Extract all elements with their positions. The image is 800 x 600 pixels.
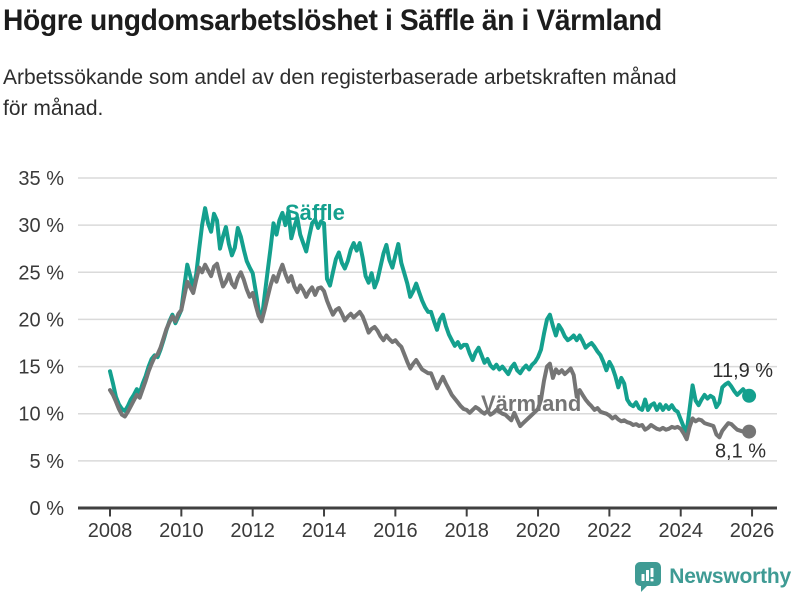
x-tick-label: 2022 — [587, 520, 632, 542]
y-tick-label: 30 % — [18, 215, 64, 237]
subtitle: Arbetssökande som andel av den registerb… — [3, 62, 800, 124]
varmland-line — [108, 261, 752, 442]
x-tick-label: 2008 — [88, 520, 133, 542]
subtitle-line-2: för månad. — [3, 97, 104, 120]
x-tick-label: 2024 — [658, 520, 703, 542]
page-title: Högre ungdomsarbetslöshet i Säffle än i … — [3, 4, 662, 37]
y-tick-label: 15 % — [18, 357, 64, 379]
x-tick-label: 2016 — [373, 520, 418, 542]
x-tick-label: 2010 — [159, 520, 204, 542]
subtitle-line-1: Arbetssökande som andel av den registerb… — [3, 66, 677, 89]
y-tick-label: 10 % — [18, 404, 64, 426]
saffle-end-value-label: 11,9 % — [712, 360, 773, 382]
y-tick-label: 20 % — [18, 309, 64, 331]
saffle-series-label: Säffle — [285, 200, 345, 225]
y-tick-label: 25 % — [18, 262, 64, 284]
chart-svg: 0 % 5 % 10 % 15 % 20 % 25 % 30 % 35 % 2008 2010 20… — [18, 168, 777, 542]
x-tick-label: 2026 — [730, 520, 775, 542]
x-tick-label: 2012 — [230, 520, 275, 542]
varmland-series-label: Värmland — [481, 391, 581, 416]
newsworthy-logo-icon — [635, 562, 662, 592]
saffle-end-dot — [742, 388, 757, 403]
y-tick-label: 5 % — [30, 451, 65, 473]
saffle-line — [108, 206, 752, 434]
y-tick-label: 0 % — [30, 498, 65, 520]
x-tick-label: 2014 — [302, 520, 347, 542]
x-tick-label: 2018 — [444, 520, 489, 542]
newsworthy-logo[interactable]: Newsworthy — [634, 561, 791, 593]
x-tick-label: 2020 — [516, 520, 561, 542]
newsworthy-logo-text: Newsworthy — [669, 565, 791, 588]
varmland-end-value-label: 8,1 % — [715, 441, 766, 463]
varmland-end-dot — [742, 424, 757, 439]
header: Högre ungdomsarbetslöshet i Säffle än i … — [3, 4, 800, 124]
y-tick-label: 35 % — [18, 168, 64, 190]
unemployment-line-chart: 0 % 5 % 10 % 15 % 20 % 25 % 30 % 35 % 2008 2010 20… — [0, 150, 800, 560]
